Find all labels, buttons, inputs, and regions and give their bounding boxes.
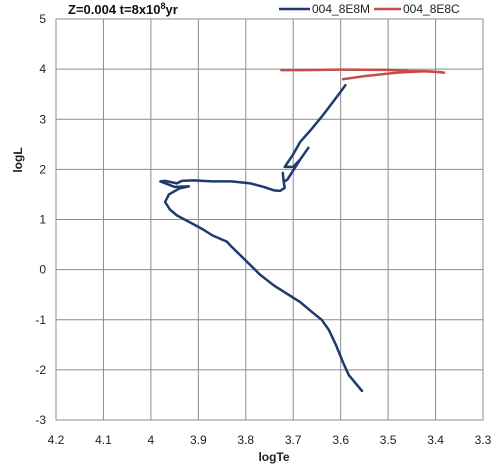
y-tick-label: 2 [39,162,46,176]
y-tick-label: 1 [39,213,46,227]
x-tick-label: 3.5 [380,433,397,447]
x-tick-label: 3.9 [190,433,207,447]
y-axis-label: logL [11,147,25,172]
y-tick-label: 0 [39,263,46,277]
y-tick-label: 5 [39,12,46,26]
chart-title-main: Z=0.004 t=8x10 [68,2,161,17]
x-axis-label: logTe [258,450,289,464]
chart-title-tail: yr [166,2,178,17]
grid-lines [56,19,483,420]
series-line-004-8e8m [159,83,364,393]
x-tick-label: 3.3 [475,433,492,447]
x-tick-label: 3.6 [332,433,349,447]
series-line-004-8e8c [280,68,446,81]
x-tick-label: 3.8 [237,433,254,447]
chart-title: Z=0.004 t=8x108yr [68,1,178,17]
x-axis-ticks: 4.2 4.1 4 3.9 3.8 3.7 3.6 3.5 3.4 3.3 [48,433,492,447]
x-tick-label: 3.4 [427,433,444,447]
y-tick-label: 4 [39,62,46,76]
y-tick-label: -1 [35,313,46,327]
x-tick-label: 4.2 [48,433,65,447]
x-tick-label: 4.1 [95,433,112,447]
y-tick-label: -2 [35,363,46,377]
legend-label-004-8e8c: 004_8E8C [403,2,460,16]
plot-area-border [55,18,484,421]
x-tick-label: 3.7 [285,433,302,447]
x-tick-label: 4 [148,433,155,447]
y-tick-label: -3 [35,413,46,427]
series-layer [159,68,446,393]
y-tick-label: 3 [39,112,46,126]
legend: 004_8E8M 004_8E8C [279,2,460,16]
legend-label-004-8e8m: 004_8E8M [312,2,370,16]
chart-title-superscript: 8 [161,1,166,11]
y-axis-ticks: -3 -2 -1 0 1 2 3 4 5 [35,12,46,427]
